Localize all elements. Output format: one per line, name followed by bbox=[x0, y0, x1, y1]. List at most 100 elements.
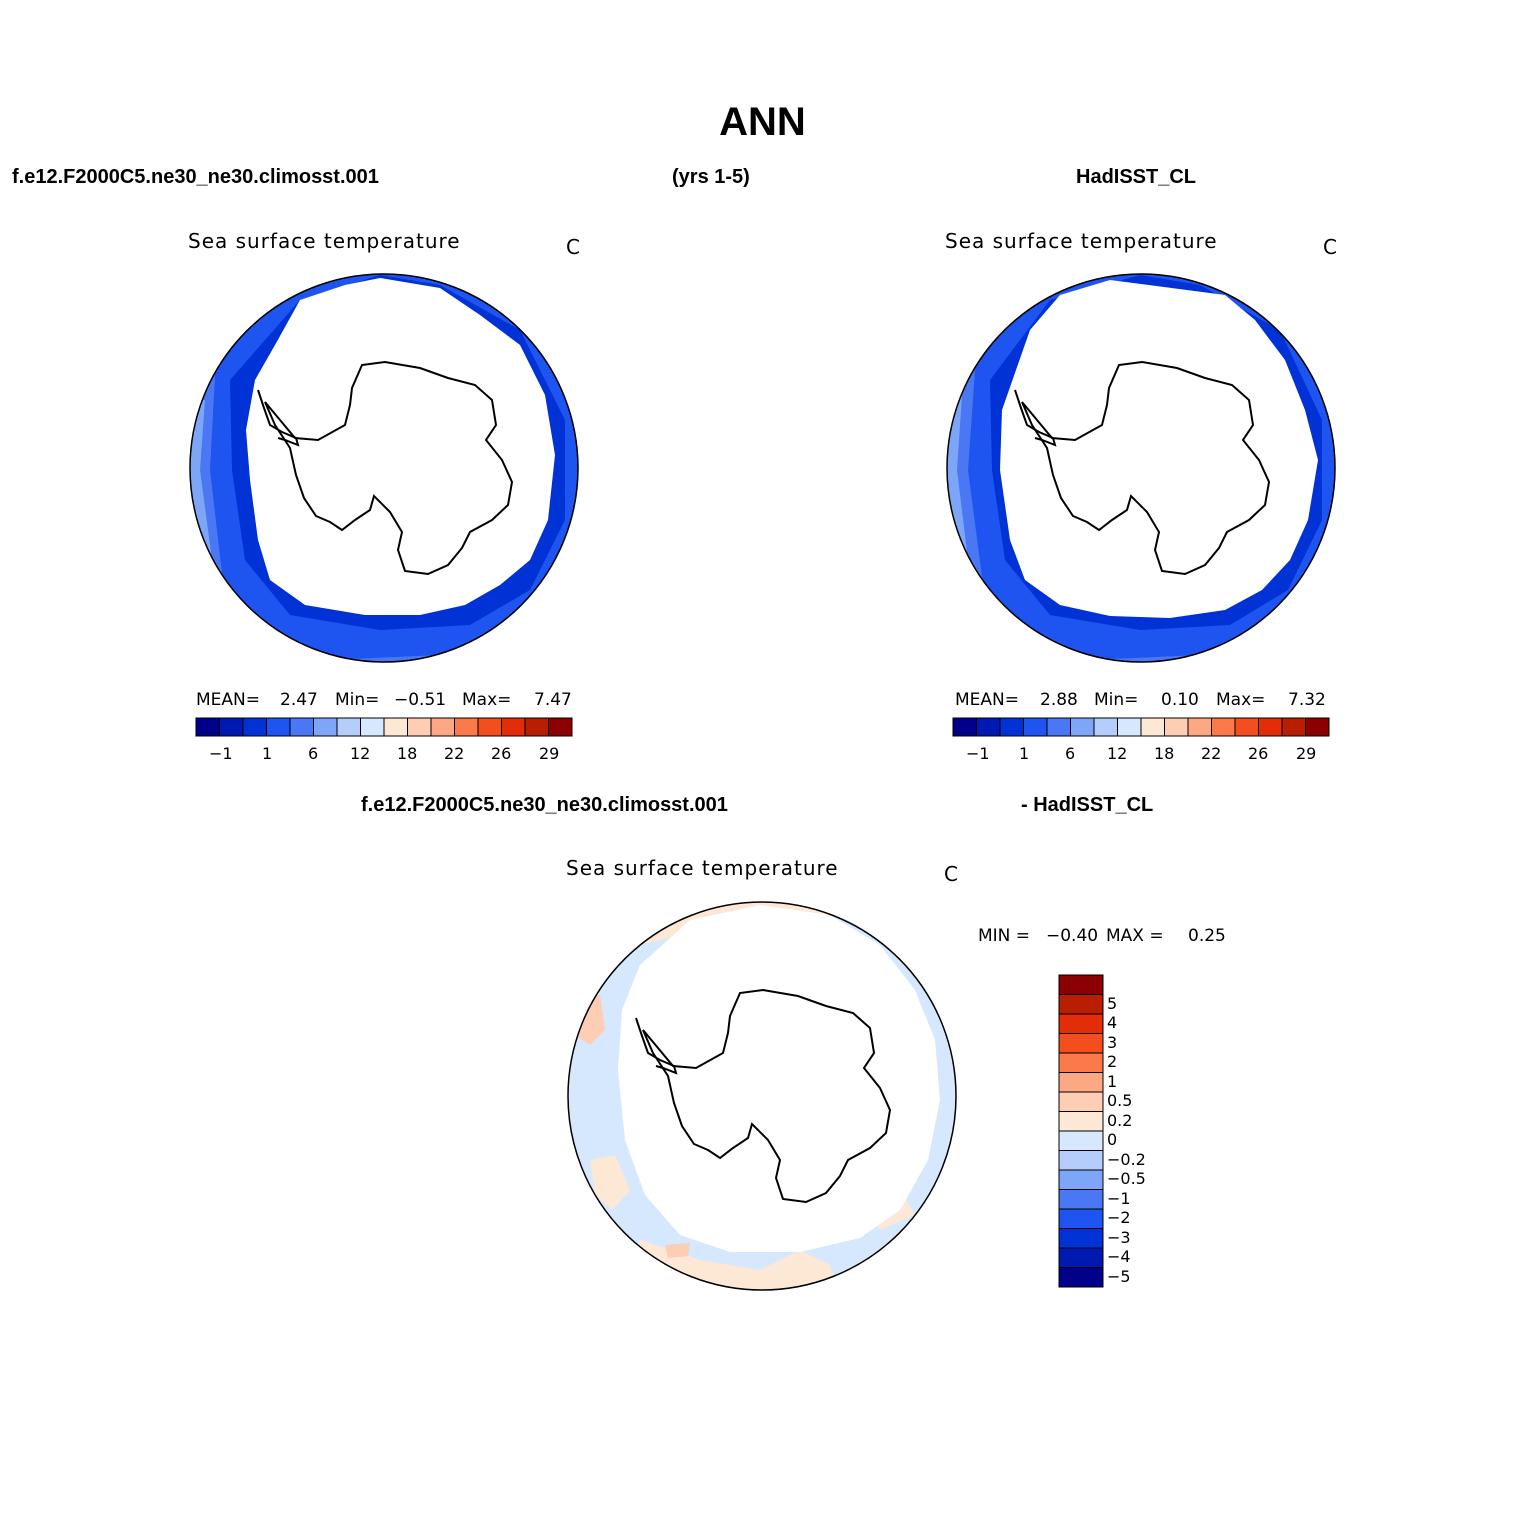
model-colorbar-swatch bbox=[383, 717, 408, 737]
obs-colorbar-swatch bbox=[1164, 717, 1189, 737]
obs-cb-tick: 12 bbox=[1107, 744, 1128, 763]
model-max-value: 7.47 bbox=[534, 690, 572, 710]
model-panel-units: C bbox=[566, 235, 580, 259]
obs-mean-label: MEAN= bbox=[955, 690, 1019, 710]
obs-max-label: Max= bbox=[1216, 690, 1266, 710]
model-colorbar-swatch bbox=[360, 717, 385, 737]
diff-warm-patch-sw bbox=[590, 1155, 630, 1210]
diff-min-value: −0.40 bbox=[1046, 926, 1099, 946]
diff-cb-tick: −0.5 bbox=[1107, 1169, 1146, 1188]
model-ice bbox=[246, 278, 555, 615]
diff-colorbar bbox=[1058, 974, 1104, 1288]
model-cb-tick: 12 bbox=[350, 744, 371, 763]
obs-min-label: Min= bbox=[1094, 690, 1139, 710]
diff-cb-tick: −5 bbox=[1107, 1266, 1131, 1286]
model-mean-label: MEAN= bbox=[196, 690, 260, 710]
model-cb-tick: 1 bbox=[262, 744, 273, 763]
diff-cb-tick: 1 bbox=[1107, 1071, 1118, 1091]
diff-colorbar-swatch bbox=[1058, 1150, 1104, 1171]
obs-colorbar-swatch bbox=[1117, 717, 1142, 737]
diff-max-label: MAX = bbox=[1106, 926, 1164, 946]
obs-colorbar-swatch bbox=[1211, 717, 1236, 737]
obs-colorbar-swatch bbox=[1258, 717, 1283, 737]
page-title: ANN bbox=[719, 100, 806, 144]
obs-ice bbox=[1000, 280, 1318, 618]
diff-colorbar-swatch bbox=[1058, 1013, 1104, 1034]
obs-colorbar-swatch bbox=[1187, 717, 1212, 737]
diff-colorbar-swatch bbox=[1058, 1267, 1104, 1288]
obs-cb-tick: 18 bbox=[1154, 744, 1175, 763]
obs-min-value: 0.10 bbox=[1161, 690, 1199, 710]
obs-cb-tick: 1 bbox=[1019, 744, 1030, 763]
diff-ice bbox=[618, 905, 940, 1252]
model-colorbar-swatch bbox=[289, 717, 314, 737]
obs-peninsula-outline bbox=[1014, 389, 1057, 447]
obs-colorbar-swatch bbox=[1046, 717, 1071, 737]
obs-panel-title: Sea surface temperature bbox=[945, 229, 1218, 253]
diff-cb-tick: 5 bbox=[1107, 993, 1118, 1013]
model-cb-tick: −1 bbox=[209, 744, 233, 763]
diff-colorbar-swatch bbox=[1058, 1169, 1104, 1190]
diff-colorbar-swatch bbox=[1058, 1130, 1104, 1151]
diff-colorbar-swatch bbox=[1058, 1111, 1104, 1132]
diff-peninsula-outline bbox=[635, 1017, 678, 1075]
diff-cb-tick: 4 bbox=[1107, 1013, 1118, 1032]
model-antarctica-outline bbox=[264, 360, 514, 576]
diff-antarctica-outline bbox=[642, 988, 892, 1204]
diff-case-name-label: f.e12.F2000C5.ne30_ne30.climosst.001 bbox=[361, 794, 728, 816]
obs-cb-tick: 22 bbox=[1201, 744, 1222, 763]
model-colorbar-swatch bbox=[336, 717, 361, 737]
model-panel-title: Sea surface temperature bbox=[188, 229, 461, 253]
model-colorbar-swatch bbox=[524, 717, 549, 737]
model-min-value: −0.51 bbox=[394, 690, 447, 710]
diff-colorbar-swatch bbox=[1058, 974, 1104, 995]
diff-colorbar-swatch bbox=[1058, 1189, 1104, 1210]
diff-panel-title: Sea surface temperature bbox=[566, 856, 839, 880]
obs-colorbar bbox=[952, 717, 1330, 737]
diff-colorbar-swatch bbox=[1058, 1072, 1104, 1093]
diff-cb-tick: −0.2 bbox=[1107, 1149, 1146, 1169]
obs-colorbar-swatch bbox=[1140, 717, 1165, 737]
obs-cb-tick: 29 bbox=[1296, 744, 1317, 763]
case-name-label: f.e12.F2000C5.ne30_ne30.climosst.001 bbox=[12, 166, 379, 188]
model-colorbar-swatch bbox=[501, 717, 526, 737]
model-mean-value: 2.47 bbox=[280, 690, 318, 710]
model-cb-tick: 22 bbox=[444, 744, 465, 763]
model-colorbar bbox=[195, 717, 573, 737]
diff-colorbar-swatch bbox=[1058, 1247, 1104, 1268]
diff-cb-tick: −1 bbox=[1107, 1188, 1131, 1208]
model-cb-tick: 26 bbox=[491, 744, 512, 763]
diff-cb-tick: 0.2 bbox=[1107, 1110, 1133, 1130]
model-colorbar-swatch bbox=[407, 717, 432, 737]
diff-colorbar-swatch bbox=[1058, 1208, 1104, 1229]
diff-cb-tick: −2 bbox=[1107, 1208, 1131, 1227]
obs-colorbar-swatch bbox=[1070, 717, 1095, 737]
diff-cb-tick: 2 bbox=[1107, 1052, 1118, 1071]
model-max-label: Max= bbox=[462, 690, 512, 710]
model-colorbar-swatch bbox=[430, 717, 455, 737]
diff-obs-name-label: - HadISST_CL bbox=[1021, 794, 1154, 816]
model-colorbar-swatch bbox=[219, 717, 244, 737]
obs-cb-tick: −1 bbox=[966, 744, 990, 763]
model-colorbar-swatch bbox=[477, 717, 502, 737]
model-colorbar-swatch bbox=[195, 717, 220, 737]
obs-colorbar-swatch bbox=[1281, 717, 1306, 737]
diff-warm-patch-small bbox=[665, 1243, 690, 1258]
obs-cb-tick: 6 bbox=[1065, 744, 1076, 763]
obs-panel-units: C bbox=[1323, 235, 1337, 259]
model-colorbar-swatch bbox=[548, 717, 573, 737]
obs-colorbar-swatch bbox=[1093, 717, 1118, 737]
obs-max-value: 7.32 bbox=[1288, 690, 1326, 710]
obs-antarctica-outline bbox=[1021, 360, 1271, 576]
obs-colorbar-swatch bbox=[1305, 717, 1330, 737]
diff-colorbar-swatch bbox=[1058, 1228, 1104, 1249]
model-peninsula-outline bbox=[257, 389, 300, 447]
diff-min-label: MIN = bbox=[978, 926, 1031, 946]
diff-cb-tick: 3 bbox=[1107, 1032, 1118, 1052]
obs-colorbar-swatch bbox=[999, 717, 1024, 737]
model-colorbar-swatch bbox=[242, 717, 267, 737]
obs-mean-value: 2.88 bbox=[1040, 690, 1078, 710]
